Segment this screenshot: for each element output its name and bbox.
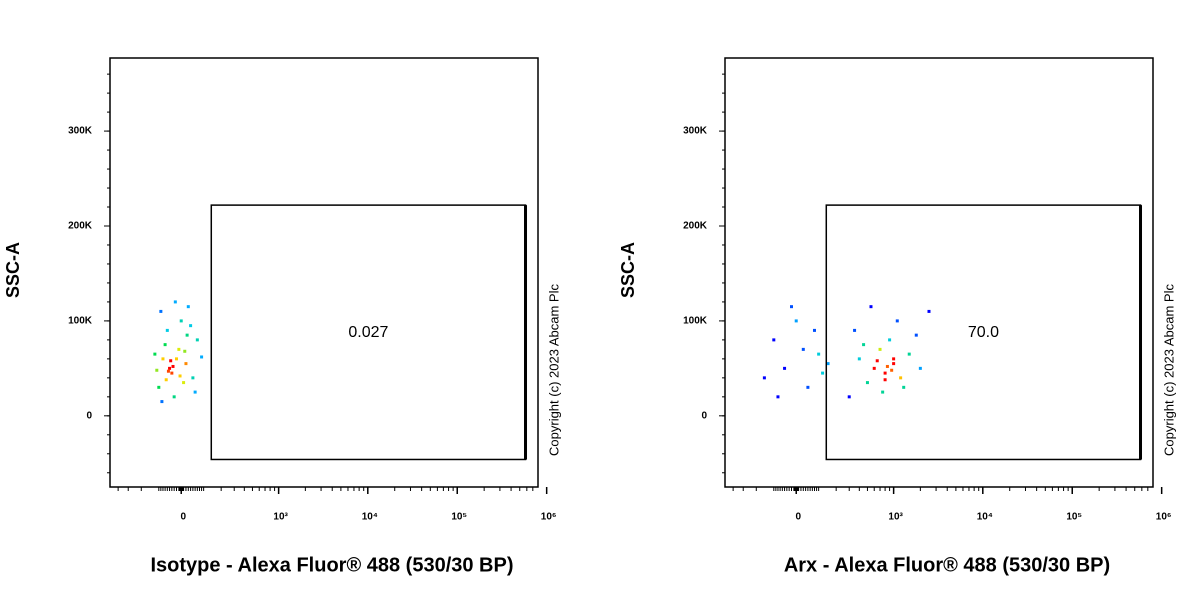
event-dot: [177, 347, 181, 351]
event-dot: [783, 366, 787, 370]
x-axis-label: Arx - Alexa Fluor® 488 (530/30 BP): [784, 554, 1110, 576]
event-dot: [892, 357, 896, 361]
event-dot: [182, 381, 186, 385]
event-dot: [801, 347, 805, 351]
event-dot: [189, 324, 193, 328]
copyright: Copyright (c) 2023 Abcam Plc: [1161, 284, 1176, 456]
event-dot: [153, 352, 157, 356]
plot: 0 100K 200K 300K 0 10³ 10⁴ 10⁵ 10⁶ 0.027 Isotype -…: [3, 57, 561, 576]
gate-percent: 70.0: [968, 324, 999, 341]
y-tick-label: 200K: [68, 221, 93, 232]
event-dot: [907, 352, 911, 356]
x-tick-label: 10⁴: [977, 512, 993, 523]
x-tick-label: 0: [180, 512, 186, 523]
event-dot: [862, 343, 866, 347]
event-dot: [159, 309, 163, 313]
event-dot: [789, 305, 793, 309]
x-tick-label: 10⁶: [541, 512, 557, 523]
copyright: Copyright (c) 2023 Abcam Plc: [546, 284, 561, 456]
event-dot: [164, 378, 168, 382]
x-tick-label: 10³: [888, 512, 903, 523]
event-dot: [918, 366, 922, 370]
event-dot: [853, 328, 857, 332]
event-dot: [178, 374, 182, 378]
event-dot: [172, 395, 176, 399]
event-dot: [168, 366, 172, 370]
event-dot: [878, 347, 882, 351]
event-dot: [927, 309, 931, 313]
event-dot: [160, 400, 164, 404]
event-dot: [762, 376, 766, 380]
event-dot: [772, 338, 776, 342]
event-dot: [165, 328, 169, 332]
y-tick-label: 0: [86, 410, 92, 421]
x-tick-label: 10⁵: [1066, 512, 1082, 523]
event-dot: [183, 349, 187, 353]
y-axis-label: SSC-A: [618, 242, 638, 298]
event-dot: [179, 319, 183, 323]
event-dot: [200, 355, 204, 359]
event-dot: [171, 364, 175, 368]
event-dot: [902, 385, 906, 389]
event-dot: [157, 385, 161, 389]
y-tick-label: 300K: [68, 126, 93, 137]
y-tick-label: 300K: [683, 126, 708, 137]
event-dot: [776, 395, 780, 399]
event-dot: [872, 366, 876, 370]
event-dot: [170, 371, 174, 375]
event-dot: [875, 359, 879, 363]
event-dot: [806, 385, 810, 389]
event-dot: [892, 362, 896, 366]
event-dot: [888, 338, 892, 342]
event-dot: [914, 333, 918, 337]
event-dot: [883, 378, 887, 382]
event-dot: [885, 364, 889, 368]
x-tick-label: 0: [795, 512, 801, 523]
event-dot: [812, 328, 816, 332]
event-dot: [193, 390, 197, 394]
y-tick-label: 100K: [68, 316, 93, 327]
event-dot: [890, 368, 894, 372]
x-tick-label: 10⁶: [1156, 512, 1172, 523]
gate-percent: 0.027: [348, 324, 388, 341]
event-dot: [826, 362, 830, 366]
event-dot: [895, 319, 899, 323]
event-dot: [899, 376, 903, 380]
plot-frame: [724, 57, 1154, 488]
event-dot: [847, 395, 851, 399]
x-tick-label: 10⁴: [362, 512, 378, 523]
event-dot: [185, 333, 189, 337]
event-dot: [195, 338, 199, 342]
event-dot: [166, 369, 170, 373]
event-dot: [817, 352, 821, 356]
x-tick-label: 10⁵: [451, 512, 467, 523]
event-dot: [869, 305, 873, 309]
y-axis-label: SSC-A: [3, 242, 23, 298]
event-dot: [883, 371, 887, 375]
event-dot: [173, 300, 177, 304]
event-dot: [191, 376, 195, 380]
event-dot: [865, 381, 869, 385]
plot-frame: [109, 57, 539, 488]
y-tick-label: 200K: [683, 221, 708, 232]
plot: 0 100K 200K 300K 0 10³ 10⁴ 10⁵ 10⁶ 70.0 Arx - Alex…: [618, 57, 1176, 576]
event-dot: [186, 305, 190, 309]
event-dot: [174, 357, 178, 361]
event-dot: [163, 343, 167, 347]
event-dot: [184, 362, 188, 366]
x-axis-label: Isotype - Alexa Fluor® 488 (530/30 BP): [150, 554, 513, 576]
event-dot: [169, 359, 173, 363]
y-tick-label: 0: [701, 410, 707, 421]
event-dot: [821, 371, 825, 375]
event-dot: [794, 319, 798, 323]
event-dot: [857, 357, 861, 361]
x-tick-label: 10³: [273, 512, 288, 523]
event-dot: [155, 368, 159, 372]
event-dot: [881, 390, 885, 394]
y-tick-label: 100K: [683, 316, 708, 327]
event-dot: [161, 357, 165, 361]
